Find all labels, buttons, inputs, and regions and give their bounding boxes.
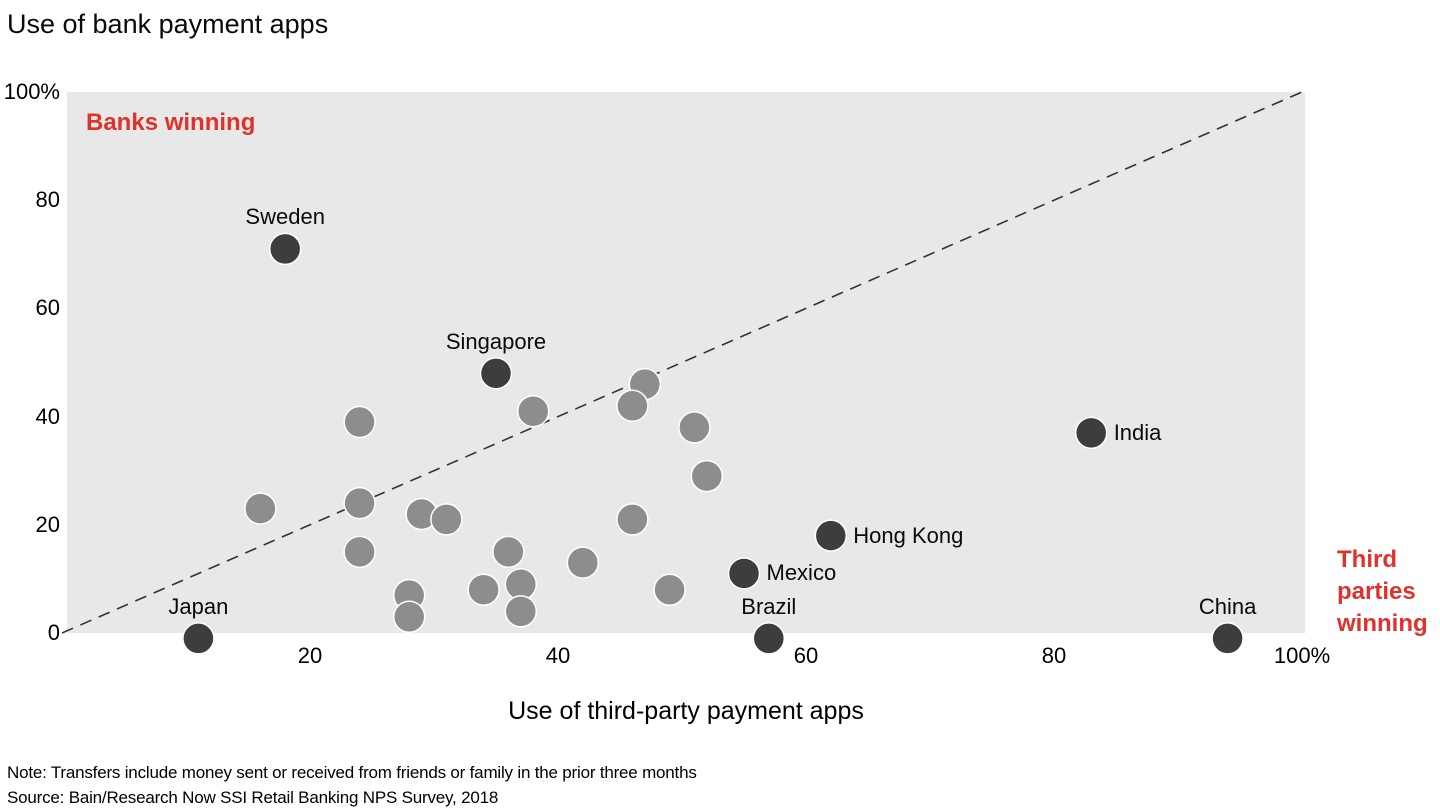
data-point-brazil <box>752 622 786 655</box>
country-label-japan: Japan <box>168 593 229 619</box>
data-point <box>504 595 538 628</box>
country-label-hong-kong: Hong Kong <box>853 522 964 548</box>
data-point-singapore <box>479 357 513 390</box>
country-label-india: India <box>1113 419 1162 445</box>
banks-winning-label: Banks winning <box>86 109 256 136</box>
plot-area: Banks winning Sweden Singapore Japan India H… <box>61 91 1305 655</box>
data-point <box>343 535 376 569</box>
source-text: Source: Bain/Research Now SSI Retail Ban… <box>7 788 499 807</box>
x-axis-tick-label-40: 40 <box>545 643 571 668</box>
y-axis-tick-label-20: 20 <box>35 511 60 537</box>
scatter-layer <box>61 91 1303 655</box>
data-point-china <box>1211 622 1244 655</box>
data-point <box>566 546 600 579</box>
data-point <box>678 411 711 444</box>
footnotes: Note: Transfers include money sent or re… <box>7 760 697 810</box>
country-label-brazil: Brazil <box>741 593 797 619</box>
data-point <box>244 492 277 525</box>
data-point <box>343 486 376 520</box>
data-point <box>516 394 550 428</box>
data-point-india <box>1074 416 1108 450</box>
x-axis-tick-label-100: 100% <box>1273 643 1331 668</box>
data-point <box>690 459 724 493</box>
data-point-sweden <box>268 232 302 266</box>
country-label-mexico: Mexico <box>766 560 837 586</box>
country-label-sweden: Sweden <box>245 204 325 230</box>
y-axis-tick-label-60: 60 <box>35 295 60 321</box>
x-axis-tick-label-20: 20 <box>297 643 323 668</box>
y-axis-tick-label-0: 0 <box>47 620 60 645</box>
y-axis-tick-label-100: 100% <box>3 79 60 104</box>
data-point-mexico <box>727 557 761 590</box>
note-text: Note: Transfers include money sent or re… <box>7 763 697 782</box>
data-point <box>653 573 686 606</box>
data-point-hong-kong <box>814 519 848 552</box>
x-axis-title: Use of third-party payment apps <box>508 697 864 725</box>
data-point <box>616 389 649 423</box>
country-label-china: China <box>1198 593 1257 619</box>
data-point <box>430 503 463 536</box>
data-point <box>616 503 649 536</box>
y-axis-tick-label-40: 40 <box>35 403 60 429</box>
data-point <box>467 573 500 606</box>
data-point-japan <box>182 622 215 655</box>
data-point <box>343 405 376 439</box>
y-axis-tick-label-80: 80 <box>35 187 60 213</box>
third-parties-winning-label: Third parties winning <box>1337 546 1428 637</box>
country-label-singapore: Singapore <box>445 328 547 354</box>
chart-title: Use of bank payment apps <box>7 9 329 39</box>
x-axis-tick-label-60: 60 <box>793 643 819 668</box>
data-point <box>392 600 426 634</box>
x-axis-tick-label-80: 80 <box>1041 643 1067 668</box>
data-point <box>492 535 525 569</box>
diagonal-reference-line <box>61 91 1303 634</box>
